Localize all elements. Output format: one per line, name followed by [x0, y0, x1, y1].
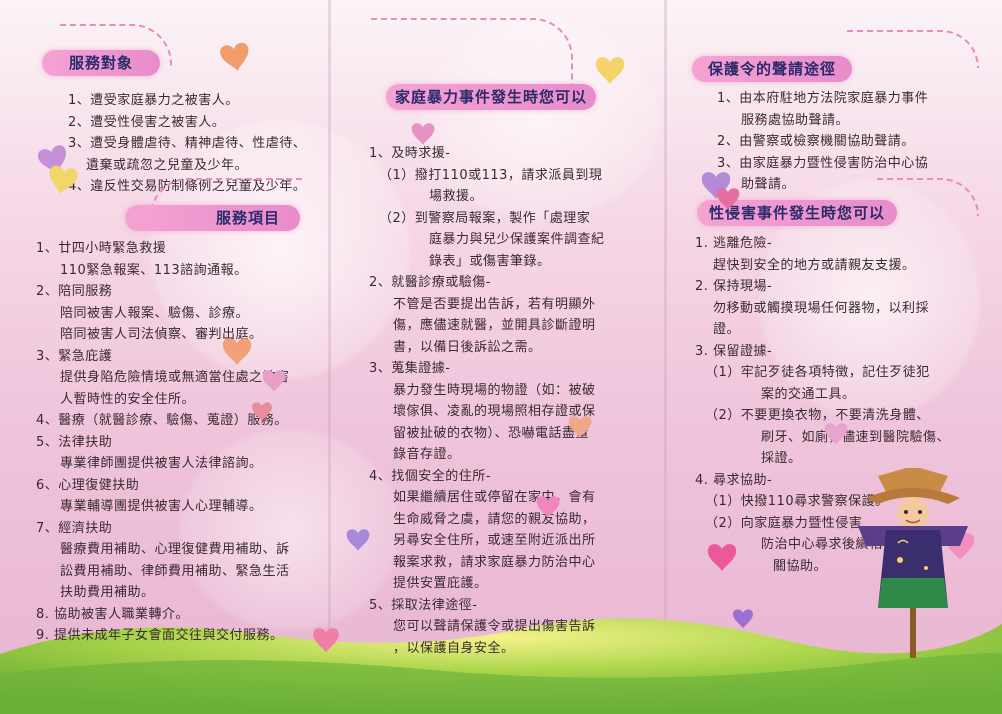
list-item: 醫療費用補助、心理復健費用補助、訴	[60, 542, 290, 557]
list-item: 3、蒐集證據-	[369, 361, 451, 376]
list-item: 3、緊急庇護	[36, 348, 113, 364]
list-item: 錄音存證。	[393, 447, 461, 462]
list-item: （2）不要更換衣物，不要清洗身體、	[705, 408, 930, 423]
section-title: 家庭暴力事件發生時您可以	[386, 84, 596, 110]
list-item: 陪同被害人司法偵察、審判出庭。	[60, 327, 263, 342]
list-item: 2、由警察或檢察機關協助聲請。	[717, 134, 915, 149]
list-item: 遺棄或疏忽之兒童及少年。	[86, 157, 249, 173]
list-item: 助聲請。	[741, 177, 796, 192]
list-item: 採證。	[761, 451, 802, 466]
list-item: 2. 保持現場-	[695, 279, 773, 294]
list-item: 扶助費用補助。	[60, 585, 155, 600]
list-item: 另尋安全住所，或速至附近派出所	[393, 533, 596, 548]
list-item: 暴力發生時現場的物證（如：被破	[393, 382, 596, 398]
list-item: 場救援。	[429, 189, 484, 204]
service-target-list: 1、遭受家庭暴力之被害人。 2、遭受性侵害之被害人。 3、遭受身體虐待、精神虐待…	[68, 90, 318, 198]
list-item: （2）向家庭暴力暨性侵害	[705, 515, 863, 531]
list-item: 2、陪同服務	[36, 284, 113, 299]
protection-order-list: 1、由本府駐地方法院家庭暴力事件 服務處協助聲請。 2、由警察或檢察機關協助聲請…	[717, 88, 997, 196]
list-item: 1、及時求援-	[369, 146, 451, 161]
list-item: 書，以備日後訴訟之需。	[393, 339, 542, 355]
list-item: 留被扯破的衣物）、恐嚇電話盡量	[393, 425, 590, 441]
sexual-assault-steps-list: 1. 逃離危險- 趕快到安全的地方或請親友支援。 2. 保持現場- 勿移動或觸摸…	[695, 233, 995, 577]
list-item: 3. 保留證據-	[695, 343, 773, 359]
list-item: 案的交通工具。	[761, 386, 856, 402]
list-item: 關協助。	[773, 558, 828, 574]
list-item: 1、遭受家庭暴力之被害人。	[68, 93, 239, 108]
list-item: 服務處協助聲請。	[741, 112, 850, 128]
list-item: 趕快到安全的地方或請親友支援。	[713, 257, 916, 273]
list-item: 5、法律扶助	[36, 434, 113, 450]
list-item: 提供身陷危險情境或無適當住處之被害	[60, 370, 290, 385]
list-item: 9. 提供未成年子女會面交往與交付服務。	[36, 628, 284, 643]
list-item: 報案求救，請求家庭暴力防治中心	[393, 554, 596, 570]
service-items-list: 1、廿四小時緊急救援 110緊急報案、113諮詢通報。 2、陪同服務 陪同被害人…	[36, 238, 326, 647]
fold-line	[664, 0, 667, 714]
list-item: （1）撥打110或113，請求派員到現	[379, 167, 603, 183]
fold-line	[328, 0, 331, 714]
list-item: （1）牢記歹徒各項特徵，記住歹徒犯	[705, 365, 930, 380]
list-item: 您可以聲請保護令或提出傷害告訴	[393, 619, 596, 634]
list-item: 生命威脅之虞，請您的親友協助，	[393, 511, 596, 527]
list-item: 6、心理復健扶助	[36, 477, 140, 493]
panel-left: 服務對象 1、遭受家庭暴力之被害人。 2、遭受性侵害之被害人。 3、遭受身體虐待…	[0, 0, 328, 714]
section-title: 保護令的聲請途徑	[692, 56, 852, 82]
list-item: （2）到警察局報案，製作「處理家	[379, 210, 591, 226]
list-item: 如果繼續居住或停留在家中，會有	[393, 490, 596, 505]
list-item: 庭暴力與兒少保護案件調查紀	[429, 232, 605, 247]
list-item: 110緊急報案、113諮詢通報。	[60, 262, 248, 278]
list-item: 7、經濟扶助	[36, 520, 113, 536]
scarecrow-illustration	[858, 468, 968, 658]
list-item: 4、找個安全的住所-	[369, 468, 491, 484]
list-item: 專業輔導團提供被害人心理輔導。	[60, 499, 263, 514]
dashed-decoration	[371, 18, 573, 90]
domestic-violence-steps-list: 1、及時求援- （1）撥打110或113，請求派員到現 場救援。 （2）到警察局…	[369, 143, 659, 659]
list-item: 1、由本府駐地方法院家庭暴力事件	[717, 91, 929, 106]
dashed-decoration	[847, 30, 979, 68]
list-item: ，以保護自身安全。	[393, 640, 515, 656]
list-item: 勿移動或觸摸現場任何器物，以利採	[713, 300, 930, 316]
list-item: 專業律師團提供被害人法律諮詢。	[60, 456, 263, 471]
section-title: 服務對象	[42, 50, 160, 76]
list-item: 4. 尋求協助-	[695, 472, 773, 488]
list-item: 2、就醫診療或驗傷-	[369, 275, 491, 290]
section-title: 服務項目	[125, 205, 300, 231]
list-item: 訟費用補助、律師費用補助、緊急生活	[60, 563, 290, 579]
list-item: 不管是否要提出告訴，若有明顯外	[393, 296, 596, 312]
list-item: 1. 逃離危險-	[695, 236, 773, 251]
list-item: 人暫時性的安全住所。	[60, 391, 196, 407]
list-item: 1、廿四小時緊急救援	[36, 241, 167, 256]
list-item: 傷，應儘速就醫，並開具診斷證明	[393, 318, 596, 333]
list-item: 4、違反性交易防制條例之兒童及少年。	[68, 179, 307, 194]
list-item: 壞傢俱、凌亂的現場照相存證或保	[393, 404, 596, 419]
list-item: 陪同被害人報案、驗傷、診療。	[60, 305, 250, 321]
background-glow	[150, 120, 410, 380]
panel-right: 保護令的聲請途徑 1、由本府駐地方法院家庭暴力事件 服務處協助聲請。 2、由警察…	[667, 0, 1002, 714]
list-item: 8. 協助被害人職業轉介。	[36, 606, 190, 622]
list-item: 4、醫療（就醫診療、驗傷、蒐證）服務。	[36, 413, 288, 428]
list-item: 證。	[713, 322, 741, 337]
list-item: 錄表」或傷害筆錄。	[429, 253, 551, 269]
panel-middle: 家庭暴力事件發生時您可以 1、及時求援- （1）撥打110或113，請求派員到現…	[331, 0, 664, 714]
list-item: 5、採取法律途徑-	[369, 597, 478, 613]
list-item: 防治中心尋求後續相	[761, 537, 883, 552]
grass-hills	[0, 618, 1002, 714]
list-item: （1）快撥110尋求警察保護。	[705, 494, 889, 509]
section-title: 性侵害事件發生時您可以	[697, 200, 897, 226]
list-item: 2、遭受性侵害之被害人。	[68, 114, 226, 130]
list-item: 刷牙、如廁，儘速到醫院驗傷、	[761, 429, 951, 445]
list-item: 3、由家庭暴力暨性侵害防治中心協	[717, 155, 929, 171]
list-item: 提供安置庇護。	[393, 576, 488, 591]
list-item: 3、遭受身體虐待、精神虐待、性虐待、	[68, 136, 307, 151]
